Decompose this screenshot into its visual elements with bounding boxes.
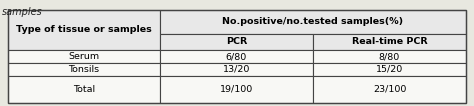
Text: 23/100: 23/100 bbox=[373, 85, 406, 94]
Text: Total: Total bbox=[73, 85, 95, 94]
Bar bbox=[8, 10, 160, 50]
Bar bbox=[313, 50, 466, 63]
Text: Type of tissue or samples: Type of tissue or samples bbox=[16, 26, 152, 34]
Bar bbox=[160, 76, 313, 103]
Text: PCR: PCR bbox=[226, 38, 247, 47]
Bar bbox=[160, 10, 466, 34]
Text: 8/80: 8/80 bbox=[379, 52, 400, 61]
Text: samples: samples bbox=[2, 7, 43, 17]
Bar bbox=[8, 63, 160, 76]
Bar bbox=[8, 10, 466, 103]
Bar bbox=[160, 63, 313, 76]
Bar bbox=[8, 76, 160, 103]
Text: 6/80: 6/80 bbox=[226, 52, 247, 61]
Text: Real-time PCR: Real-time PCR bbox=[352, 38, 428, 47]
Text: 19/100: 19/100 bbox=[220, 85, 253, 94]
Bar bbox=[8, 50, 160, 63]
Text: No.positive/no.tested samples(%): No.positive/no.tested samples(%) bbox=[222, 17, 403, 26]
Text: Serum: Serum bbox=[68, 52, 100, 61]
Bar bbox=[313, 76, 466, 103]
Bar bbox=[160, 34, 313, 50]
Bar bbox=[313, 63, 466, 76]
Text: Tonsils: Tonsils bbox=[68, 65, 100, 74]
Text: 13/20: 13/20 bbox=[223, 65, 250, 74]
Text: 15/20: 15/20 bbox=[376, 65, 403, 74]
Bar bbox=[160, 50, 313, 63]
Bar bbox=[313, 34, 466, 50]
